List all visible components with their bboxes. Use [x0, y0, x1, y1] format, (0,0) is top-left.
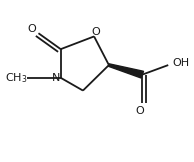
Text: CH$_3$: CH$_3$ [5, 71, 28, 85]
Text: O: O [28, 24, 36, 34]
Text: OH: OH [173, 58, 190, 69]
Text: O: O [135, 106, 144, 116]
Text: N: N [52, 73, 60, 83]
Text: O: O [91, 27, 100, 37]
Polygon shape [108, 64, 144, 78]
